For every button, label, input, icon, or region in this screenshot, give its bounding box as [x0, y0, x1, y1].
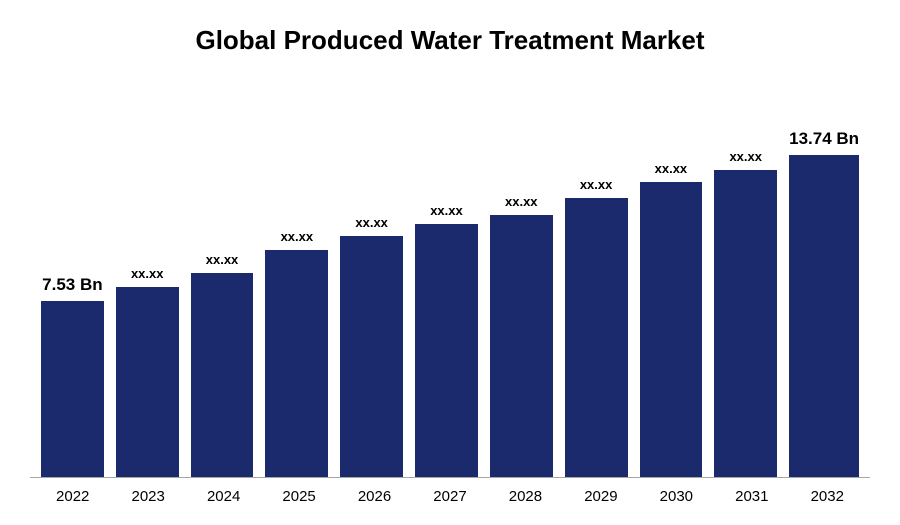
x-tick: 2032: [790, 488, 865, 505]
bar-col-2025: xx.xx: [259, 76, 334, 477]
bar: [116, 287, 179, 477]
chart-area: 7.53 Bn xx.xx xx.xx xx.xx xx.xx xx.xx xx.xx xx.…: [30, 76, 870, 505]
x-tick: 2026: [337, 488, 412, 505]
bar-col-2027: xx.xx: [409, 76, 484, 477]
bar: [714, 170, 777, 477]
bar-col-2030: xx.xx: [634, 76, 709, 477]
chart-title: Global Produced Water Treatment Market: [30, 25, 870, 56]
bar-col-2029: xx.xx: [559, 76, 634, 477]
x-tick: 2030: [639, 488, 714, 505]
bar-col-2026: xx.xx: [334, 76, 409, 477]
x-tick: 2031: [714, 488, 789, 505]
bar: [789, 155, 859, 477]
bar-col-2028: xx.xx: [484, 76, 559, 477]
bar-value-label: 13.74 Bn: [789, 129, 859, 149]
x-tick: 2025: [261, 488, 336, 505]
bar-col-2031: xx.xx: [708, 76, 783, 477]
bar: [640, 182, 703, 477]
bar-col-2032: 13.74 Bn: [783, 76, 865, 477]
x-tick: 2029: [563, 488, 638, 505]
bar: [565, 198, 628, 477]
bar: [265, 250, 328, 477]
x-tick: 2022: [35, 488, 110, 505]
bar-col-2024: xx.xx: [185, 76, 260, 477]
bar-value-label: 7.53 Bn: [42, 275, 102, 295]
x-tick: 2024: [186, 488, 261, 505]
x-tick: 2023: [110, 488, 185, 505]
bar: [490, 215, 553, 477]
bar-col-2022: 7.53 Bn: [35, 76, 110, 477]
bar-value-label: xx.xx: [206, 252, 239, 267]
bars-container: 7.53 Bn xx.xx xx.xx xx.xx xx.xx xx.xx xx.xx xx.…: [30, 76, 870, 478]
bar-value-label: xx.xx: [729, 149, 762, 164]
bar-value-label: xx.xx: [131, 266, 164, 281]
x-tick: 2027: [412, 488, 487, 505]
x-tick: 2028: [488, 488, 563, 505]
bar: [41, 301, 104, 477]
bar: [340, 236, 403, 477]
bar-value-label: xx.xx: [281, 229, 314, 244]
bar: [415, 224, 478, 477]
bar: [191, 273, 254, 477]
bar-value-label: xx.xx: [505, 194, 538, 209]
bar-value-label: xx.xx: [430, 203, 463, 218]
bar-value-label: xx.xx: [580, 177, 613, 192]
x-axis: 2022202320242025202620272028202920302031…: [30, 478, 870, 505]
bar-col-2023: xx.xx: [110, 76, 185, 477]
bar-value-label: xx.xx: [355, 215, 388, 230]
bar-value-label: xx.xx: [655, 161, 688, 176]
